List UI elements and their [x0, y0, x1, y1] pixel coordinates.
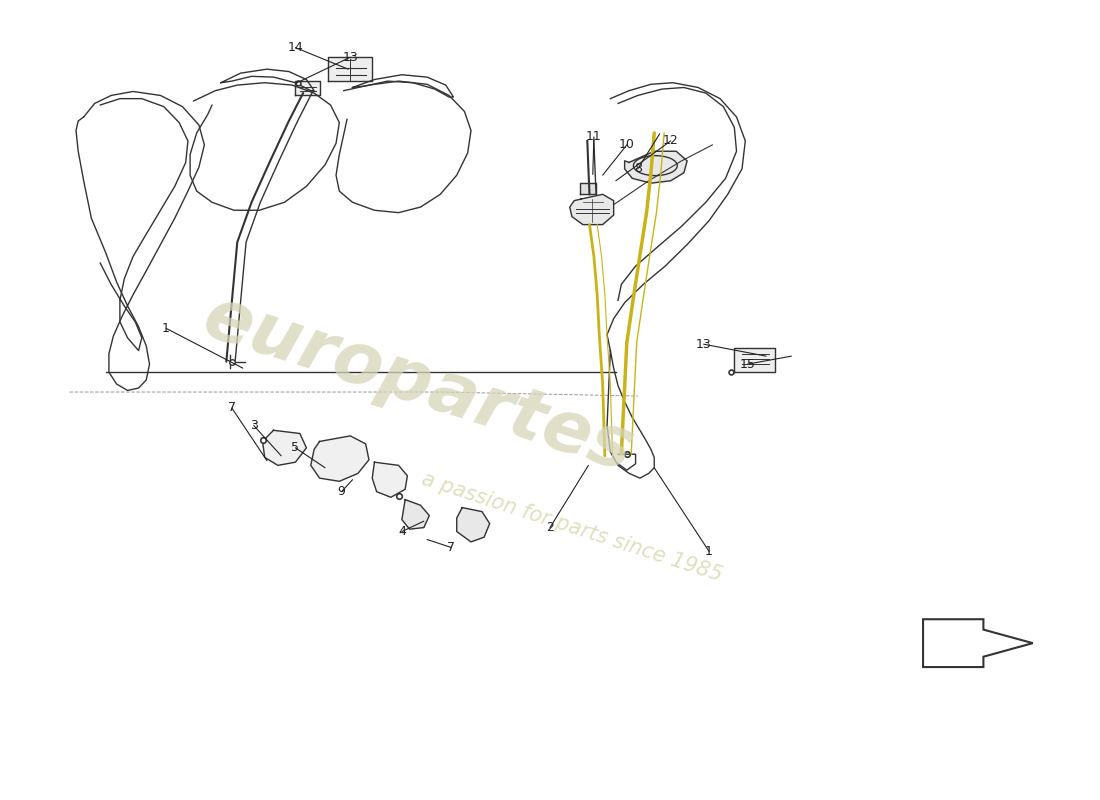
Text: 13: 13	[695, 338, 712, 350]
Polygon shape	[580, 183, 596, 194]
Text: 7: 7	[448, 541, 455, 554]
Text: 10: 10	[619, 138, 635, 151]
Text: 1: 1	[705, 545, 713, 558]
Text: 9: 9	[338, 485, 345, 498]
Text: a passion for parts since 1985: a passion for parts since 1985	[419, 470, 725, 586]
Text: 11: 11	[586, 130, 602, 143]
Text: 4: 4	[398, 525, 406, 538]
Polygon shape	[456, 508, 490, 542]
Polygon shape	[735, 348, 774, 372]
Polygon shape	[296, 81, 320, 95]
Polygon shape	[625, 151, 688, 183]
Polygon shape	[570, 194, 614, 225]
Polygon shape	[372, 462, 407, 498]
Polygon shape	[923, 619, 1033, 667]
Text: 14: 14	[287, 41, 304, 54]
Text: 7: 7	[228, 402, 235, 414]
Text: 8: 8	[634, 162, 641, 175]
Text: europartes: europartes	[195, 282, 642, 486]
Text: 3: 3	[250, 419, 257, 432]
Text: 1: 1	[162, 322, 169, 334]
Text: 2: 2	[546, 521, 554, 534]
Polygon shape	[402, 500, 429, 529]
Text: 13: 13	[342, 50, 359, 64]
Polygon shape	[329, 57, 372, 81]
Text: 15: 15	[739, 358, 756, 370]
Polygon shape	[263, 430, 307, 466]
Text: 12: 12	[663, 134, 679, 147]
Text: 5: 5	[292, 442, 299, 454]
Polygon shape	[311, 436, 368, 482]
